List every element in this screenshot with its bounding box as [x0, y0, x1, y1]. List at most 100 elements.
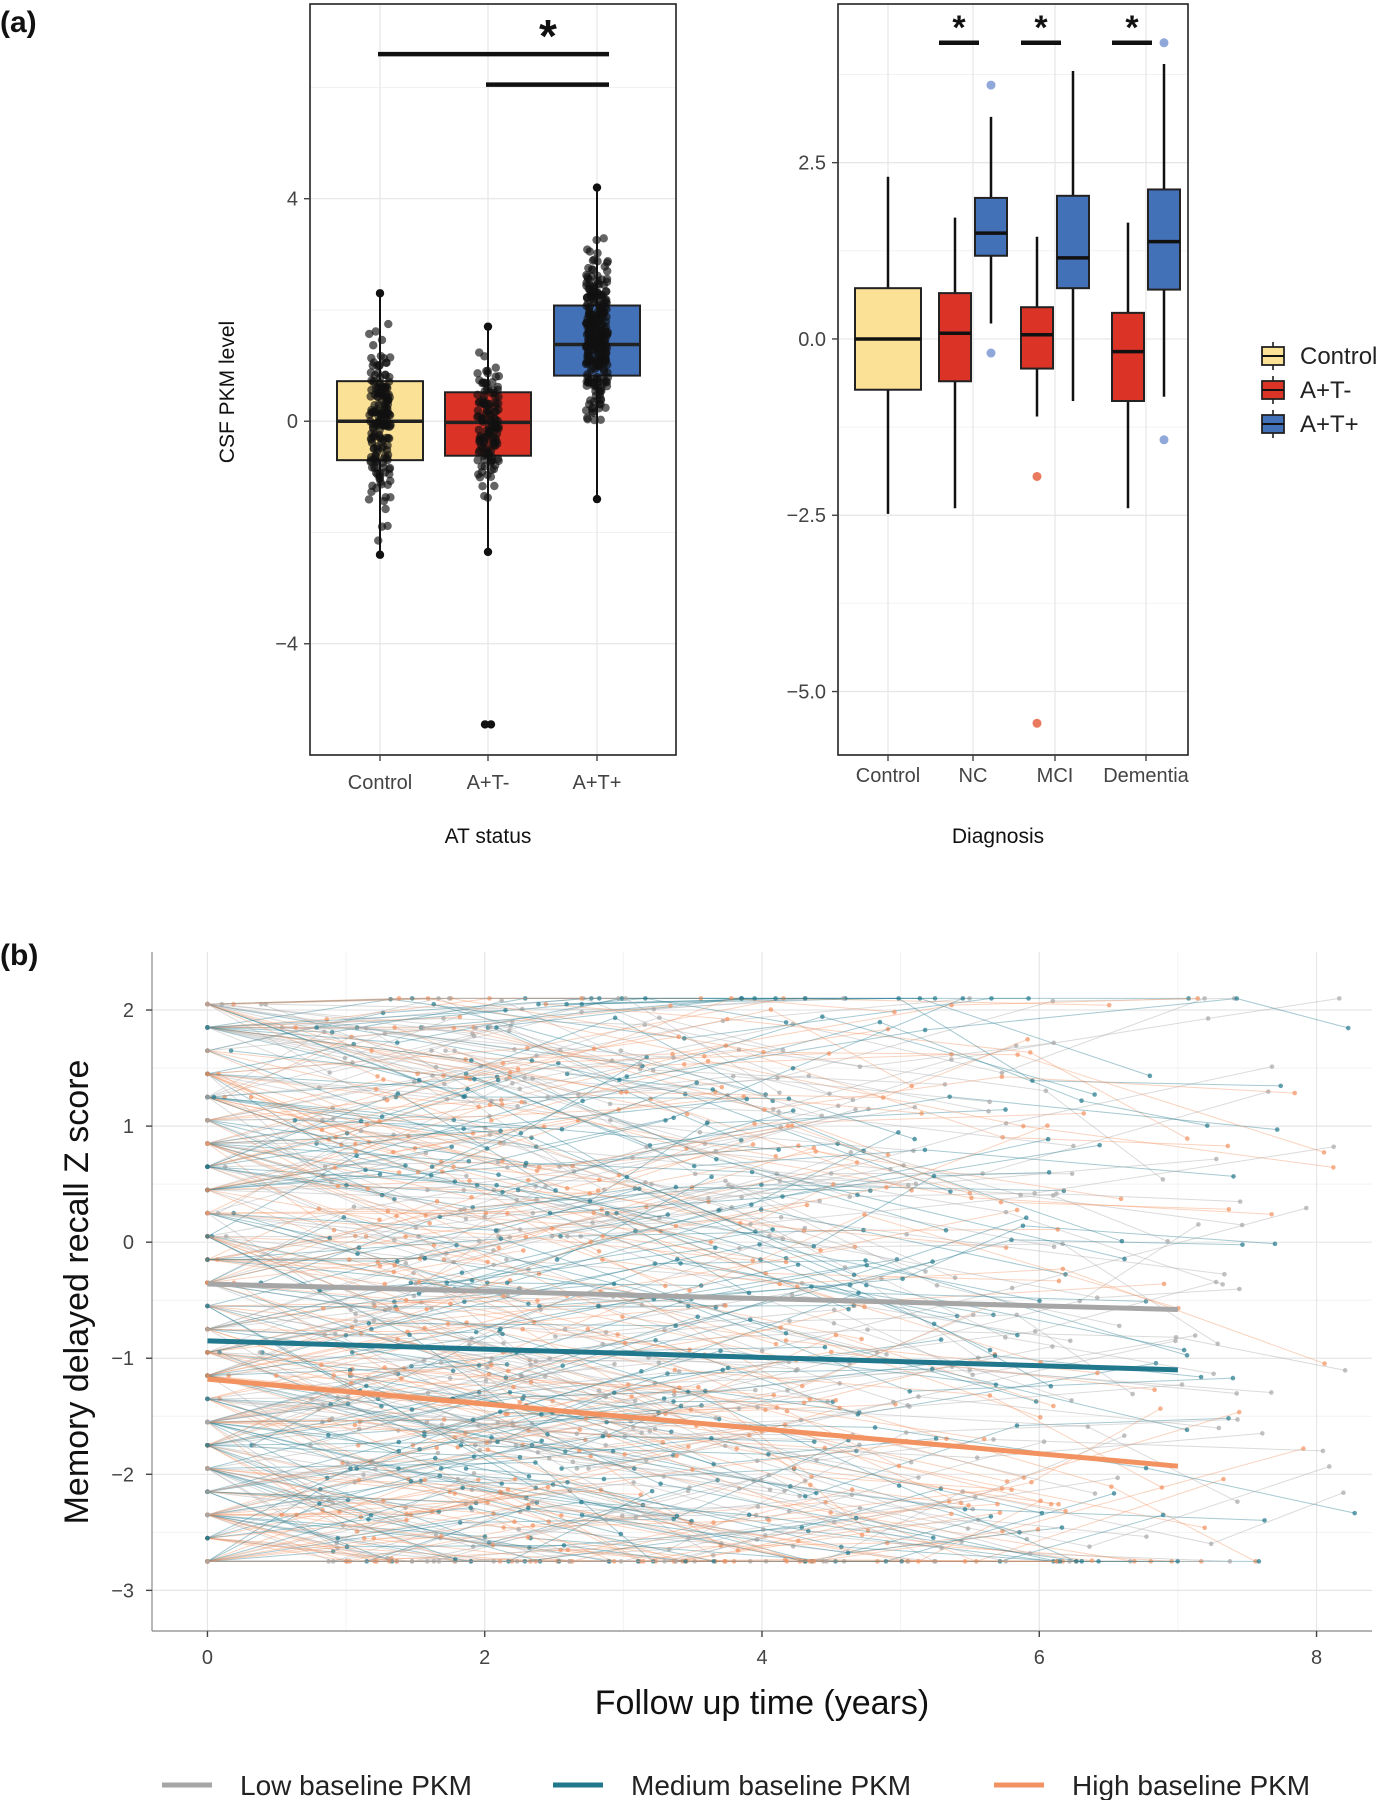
participant-point [771, 1392, 777, 1398]
participant-point [1352, 1510, 1357, 1516]
participant-point [523, 1160, 529, 1166]
participant-point [394, 1259, 400, 1264]
participant-point [506, 1559, 511, 1564]
participant-point [689, 1185, 695, 1190]
participant-point [987, 1099, 992, 1105]
data-point [489, 441, 498, 450]
participant-point [1227, 1559, 1233, 1564]
participant-point [205, 1001, 210, 1007]
participant-point [463, 1057, 468, 1062]
participant-point [341, 1215, 347, 1220]
participant-point [787, 1318, 792, 1324]
participant-point [791, 1465, 797, 1470]
participant-point [1029, 1479, 1034, 1485]
participant-point [294, 1512, 299, 1518]
participant-point [429, 1306, 434, 1311]
participant-trajectory [556, 1176, 712, 1261]
participant-point [484, 1440, 490, 1446]
participant-point [445, 1321, 451, 1326]
participant-point [425, 996, 431, 1001]
participant-point [954, 1313, 960, 1319]
participant-point [909, 1083, 915, 1089]
data-point [386, 493, 395, 502]
participant-point [379, 1192, 385, 1198]
participant-point [329, 1030, 335, 1035]
data-point [588, 408, 597, 418]
participant-point [578, 1234, 583, 1239]
participant-point [585, 1326, 591, 1332]
participant-point [602, 1187, 607, 1192]
data-point [477, 467, 487, 477]
data-point [583, 245, 592, 254]
participant-point [216, 1071, 221, 1077]
participant-trajectory [207, 1537, 716, 1562]
participant-trajectory [207, 1499, 329, 1516]
participant-point [530, 1500, 535, 1505]
participant-point [329, 1416, 335, 1421]
participant-point [498, 1128, 503, 1134]
participant-point [346, 1257, 352, 1262]
participant-point [676, 1034, 681, 1040]
participant-trajectory [253, 1444, 852, 1521]
participant-point [851, 1303, 857, 1308]
participant-point [273, 1373, 279, 1378]
data-point [381, 358, 391, 367]
participant-point [894, 1257, 900, 1262]
participant-point [431, 1243, 437, 1248]
trajectory-xlabel: Follow up time (years) [595, 1684, 929, 1722]
participant-point [606, 1559, 612, 1564]
panel-b-label: (b) [0, 939, 38, 972]
participant-point [382, 1307, 388, 1313]
participant-trajectory [207, 1075, 444, 1144]
participant-point [476, 1104, 482, 1110]
participant-point [748, 1317, 753, 1322]
participant-trajectory [207, 1367, 729, 1446]
data-point [377, 335, 387, 345]
participant-point [567, 1488, 573, 1494]
participant-point [395, 1428, 401, 1433]
participant-point [675, 1256, 680, 1262]
participant-point [758, 1257, 763, 1262]
participant-point [379, 1404, 384, 1409]
participant-point [503, 1375, 509, 1381]
participant-point [514, 1559, 520, 1564]
participant-point [729, 1184, 735, 1190]
participant-point [1260, 1431, 1265, 1436]
participant-point [822, 1445, 828, 1451]
participant-point [354, 1529, 360, 1534]
data-point [593, 279, 602, 289]
participant-point [279, 1512, 284, 1518]
participant-point [1169, 1559, 1174, 1564]
participant-point [603, 1430, 608, 1436]
participant-point [358, 1128, 364, 1134]
data-point [584, 400, 594, 409]
participant-point [709, 1174, 714, 1180]
participant-point [473, 1025, 479, 1031]
participant-point [1147, 1073, 1153, 1079]
participant-point [972, 1494, 978, 1500]
participant-trajectory [207, 1026, 952, 1070]
at-status-jitter-points [364, 183, 613, 729]
participant-point [452, 1491, 458, 1496]
participant-point [418, 1478, 424, 1484]
participant-point [574, 1431, 580, 1437]
participant-point [1015, 1052, 1020, 1057]
participant-point [226, 1373, 231, 1378]
participant-point [507, 1390, 513, 1395]
participant-point [469, 1278, 475, 1283]
participant-point [702, 1388, 708, 1394]
data-point [483, 493, 493, 502]
participant-point [205, 1257, 210, 1262]
participant-trajectory [207, 1073, 518, 1107]
participant-point [778, 1124, 784, 1130]
participant-point [404, 1511, 409, 1517]
participant-point [430, 1073, 435, 1078]
participant-point [1045, 1136, 1051, 1142]
data-point [600, 354, 610, 363]
participant-point [517, 1227, 523, 1232]
participant-point [999, 1486, 1005, 1491]
participant-trajectory [207, 1468, 456, 1560]
participant-point [1320, 1448, 1326, 1454]
participant-point [1051, 1244, 1057, 1250]
participant-point [865, 1327, 870, 1332]
